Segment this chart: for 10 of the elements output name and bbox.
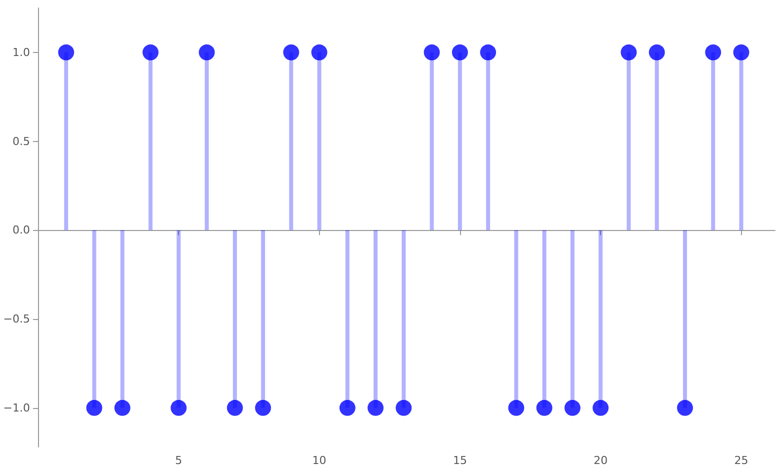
x-tick-label: 25 [734, 454, 748, 466]
x-tick-label: 20 [594, 454, 608, 466]
y-tick-label: −1.0 [3, 401, 30, 414]
y-tick-label: 0.0 [12, 224, 30, 237]
x-tick-label: 15 [452, 454, 467, 466]
x-tick-label: 5 [175, 454, 182, 466]
y-tick-label: −0.5 [3, 312, 30, 326]
y-tick-label: 0.5 [12, 134, 30, 148]
x-tick-label: 10 [312, 454, 326, 466]
y-tick-label: 1.0 [12, 46, 30, 59]
